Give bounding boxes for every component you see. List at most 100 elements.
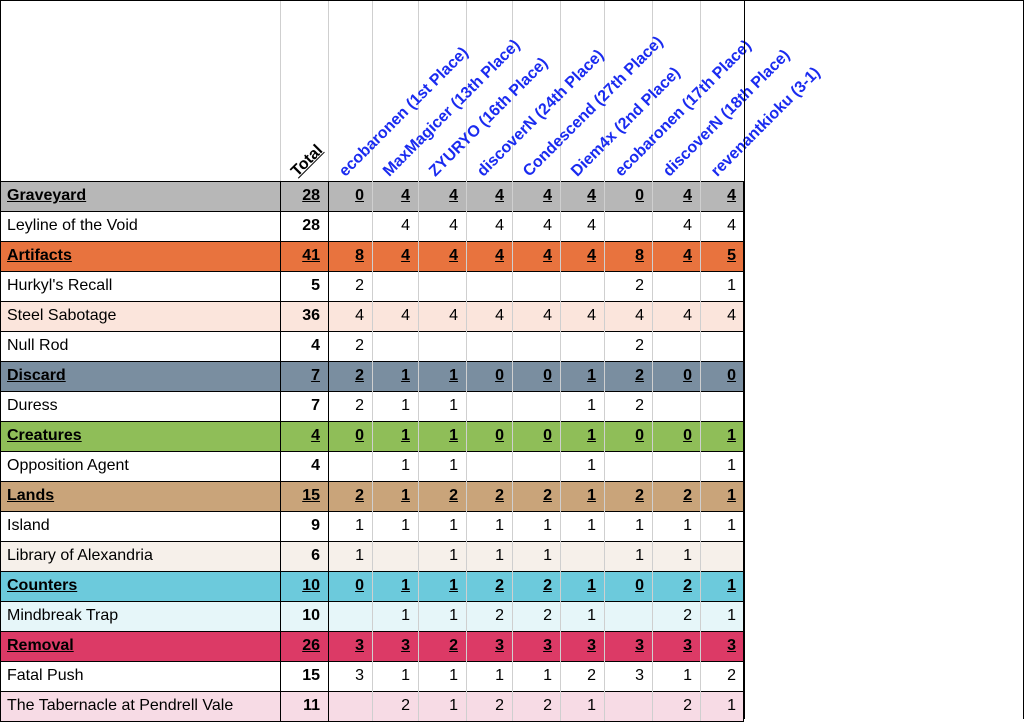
deck-count-cell[interactable]: 0 [683,367,692,384]
deck-count-cell[interactable]: 2 [635,277,644,294]
deck-count-cell[interactable]: 3 [355,637,364,654]
deck-count-cell[interactable]: 1 [449,397,458,414]
deck-count-cell[interactable]: 4 [727,307,736,324]
deck-count-cell[interactable]: 1 [449,577,458,594]
deck-count-cell[interactable]: 2 [635,367,644,384]
deck-count-cell[interactable]: 1 [543,547,552,564]
deck-count-cell[interactable]: 1 [683,547,692,564]
deck-count-cell[interactable]: 4 [401,247,410,264]
deck-count-cell[interactable] [372,331,418,361]
category-name[interactable]: Removal [7,637,74,654]
deck-count-cell[interactable]: 1 [401,607,410,624]
deck-count-cell[interactable]: 1 [449,547,458,564]
deck-count-cell[interactable]: 4 [449,187,458,204]
deck-count-cell[interactable] [604,601,652,631]
deck-count-cell[interactable] [512,331,560,361]
deck-count-cell[interactable] [560,271,604,301]
deck-count-cell[interactable]: 1 [635,517,644,534]
deck-count-cell[interactable]: 1 [449,607,458,624]
deck-count-cell[interactable] [700,541,744,571]
deck-count-cell[interactable]: 1 [587,577,596,594]
deck-count-cell[interactable] [328,691,372,721]
deck-count-cell[interactable]: 0 [635,577,644,594]
deck-count-cell[interactable]: 1 [495,547,504,564]
deck-count-cell[interactable] [328,211,372,241]
deck-count-cell[interactable]: 4 [727,187,736,204]
deck-count-cell[interactable]: 2 [683,607,692,624]
deck-count-cell[interactable]: 4 [495,187,504,204]
category-name[interactable]: Graveyard [7,187,87,204]
deck-count-cell[interactable] [604,691,652,721]
deck-count-cell[interactable]: 2 [495,487,504,504]
deck-count-cell[interactable]: 2 [495,697,504,714]
category-name[interactable]: Artifacts [7,247,72,264]
deck-count-cell[interactable]: 1 [495,517,504,534]
deck-count-cell[interactable] [700,391,744,421]
deck-count-cell[interactable] [466,331,512,361]
deck-count-cell[interactable]: 1 [401,397,410,414]
deck-count-cell[interactable]: 3 [587,637,596,654]
deck-count-cell[interactable]: 5 [727,247,736,264]
deck-count-cell[interactable] [372,541,418,571]
deck-count-cell[interactable] [418,271,466,301]
category-name[interactable]: Creatures [7,427,82,444]
deck-count-cell[interactable]: 0 [683,427,692,444]
deck-count-cell[interactable]: 1 [635,547,644,564]
deck-count-cell[interactable] [466,391,512,421]
deck-count-cell[interactable]: 4 [543,187,552,204]
deck-count-cell[interactable]: 1 [587,427,596,444]
deck-count-cell[interactable]: 1 [355,517,364,534]
deck-count-cell[interactable]: 2 [449,487,458,504]
deck-count-cell[interactable]: 4 [683,247,692,264]
deck-count-cell[interactable]: 1 [683,517,692,534]
deck-count-cell[interactable]: 1 [401,367,410,384]
deck-count-cell[interactable]: 2 [355,487,364,504]
deck-count-cell[interactable]: 2 [683,487,692,504]
deck-count-cell[interactable]: 4 [401,217,410,234]
deck-count-cell[interactable]: 4 [449,307,458,324]
deck-count-cell[interactable]: 4 [355,307,364,324]
deck-count-cell[interactable]: 1 [727,277,736,294]
deck-count-cell[interactable]: 2 [543,487,552,504]
deck-count-cell[interactable]: 1 [355,547,364,564]
deck-count-cell[interactable]: 2 [543,697,552,714]
deck-count-cell[interactable]: 2 [635,337,644,354]
deck-count-cell[interactable]: 1 [587,697,596,714]
deck-count-cell[interactable]: 1 [727,457,736,474]
deck-count-cell[interactable]: 1 [401,517,410,534]
deck-count-cell[interactable]: 1 [401,577,410,594]
deck-count-cell[interactable]: 0 [355,187,364,204]
deck-count-cell[interactable]: 4 [727,217,736,234]
deck-count-cell[interactable]: 4 [543,307,552,324]
deck-count-cell[interactable]: 1 [727,697,736,714]
deck-count-cell[interactable]: 1 [543,517,552,534]
deck-count-cell[interactable]: 2 [635,487,644,504]
deck-count-cell[interactable]: 3 [635,667,644,684]
deck-count-cell[interactable]: 0 [727,367,736,384]
deck-count-cell[interactable]: 1 [449,697,458,714]
deck-count-cell[interactable]: 2 [543,607,552,624]
deck-count-cell[interactable]: 4 [495,307,504,324]
deck-count-cell[interactable] [512,271,560,301]
deck-count-cell[interactable]: 2 [449,637,458,654]
deck-count-cell[interactable]: 1 [727,607,736,624]
deck-count-cell[interactable]: 8 [355,247,364,264]
deck-count-cell[interactable]: 3 [727,637,736,654]
deck-count-cell[interactable]: 2 [635,397,644,414]
deck-count-cell[interactable]: 4 [449,217,458,234]
deck-count-cell[interactable]: 4 [683,217,692,234]
deck-count-cell[interactable]: 4 [587,247,596,264]
deck-count-cell[interactable]: 4 [587,217,596,234]
deck-count-cell[interactable]: 3 [635,637,644,654]
deck-count-cell[interactable]: 1 [727,427,736,444]
deck-count-cell[interactable]: 0 [495,367,504,384]
deck-count-cell[interactable]: 1 [587,457,596,474]
deck-count-cell[interactable]: 1 [727,577,736,594]
deck-count-cell[interactable] [466,271,512,301]
deck-count-cell[interactable]: 2 [495,607,504,624]
category-name[interactable]: Counters [7,577,78,594]
deck-count-cell[interactable]: 2 [587,667,596,684]
deck-count-cell[interactable]: 2 [683,577,692,594]
deck-count-cell[interactable]: 3 [355,667,364,684]
deck-count-cell[interactable]: 1 [727,517,736,534]
